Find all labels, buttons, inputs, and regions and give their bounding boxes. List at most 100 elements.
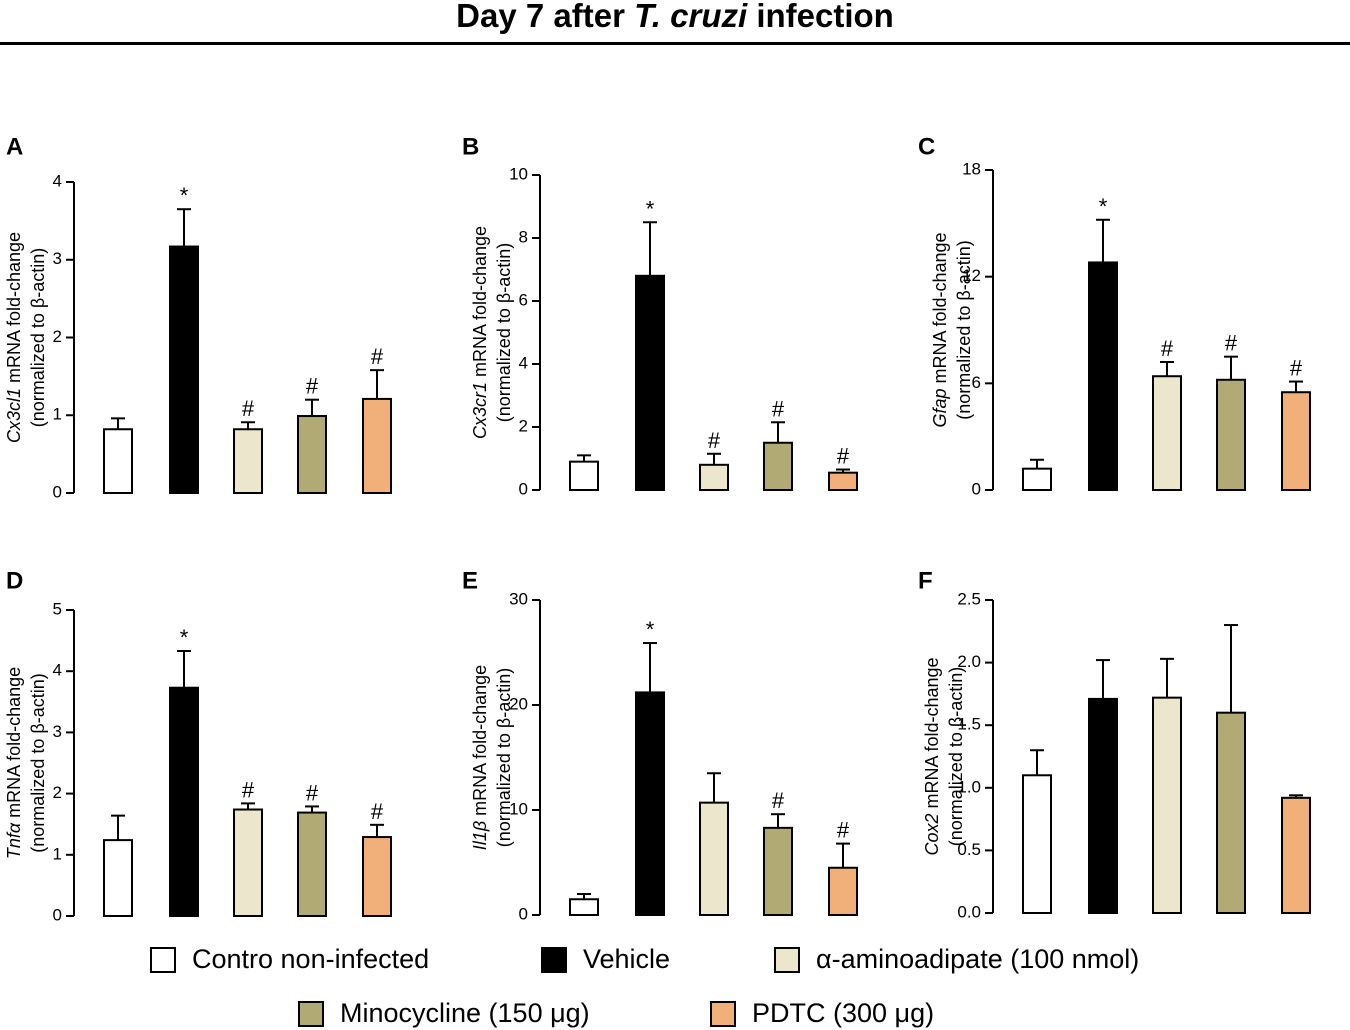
panel-c-sig-pdtc: # (1290, 356, 1303, 381)
panel-b-bar-vehicle (635, 274, 665, 491)
panel-a-ylabel-rest: mRNA fold-change (4, 232, 24, 388)
panel-f-letter: F (918, 567, 933, 594)
panel-b-bar-aminoadipate (699, 463, 729, 491)
legend-swatch-pdtc (710, 1000, 736, 1027)
panel-a-sig-aminoadipate: # (242, 396, 255, 421)
panel-b-sig-vehicle: * (646, 196, 655, 221)
panel-b-bar-minocycline (763, 441, 793, 491)
figure-title-pre: Day 7 after (456, 0, 635, 34)
panel-d-bar-vehicle (169, 686, 199, 917)
panel-a-ytick-label: 4 (53, 171, 62, 190)
panel-a-sig-vehicle: * (180, 183, 189, 208)
legend-item-aminoadipate: α-aminoadipate (100 nmol) (774, 944, 1139, 975)
panel-e-bar-vehicle (635, 691, 665, 917)
panel-c-bar-pdtc (1281, 391, 1311, 492)
panel-d-ylabel-line2: (normalized to β-actin) (28, 673, 48, 852)
panel-f-ytick-label: 0.0 (957, 902, 981, 921)
panel-c-ylabel-line2: (normalized to β-actin) (954, 240, 974, 419)
legend-label-pdtc: PDTC (300 μg) (752, 998, 935, 1028)
panel-e-ylabel-rest: mRNA fold-change (470, 665, 490, 821)
panel-a-sig-pdtc: # (371, 344, 384, 369)
panel-f-bar-vehicle (1088, 697, 1118, 915)
panel-b-bar-control (569, 460, 599, 491)
figure-title-organism: T. cruzi (634, 0, 748, 34)
panel-d-bar-minocycline (297, 811, 327, 918)
panel-e-gene-name: Il1β (470, 821, 490, 850)
panel-c-ylabel-rest: mRNA fold-change (930, 232, 950, 388)
figure-header: Day 7 after T. cruzi infection (0, 0, 1350, 46)
panel-b-ytick-label: 8 (519, 227, 528, 246)
panel-b-ylabel: Cx3cr1 mRNA fold-change (470, 226, 490, 439)
panel-c-bar-aminoadipate (1152, 375, 1182, 492)
panel-e-ylabel: Il1β mRNA fold-change (470, 665, 490, 850)
legend-item-vehicle: Vehicle (541, 944, 670, 975)
panel-f-bar-pdtc (1281, 796, 1311, 914)
panel-d-ylabel-rest: mRNA fold-change (4, 667, 24, 823)
panel-e-ytick-label: 30 (509, 589, 528, 608)
panel-f-ylabel-line2: (normalized to β-actin) (946, 667, 966, 846)
panel-d-gene-name: Tnfα (4, 822, 24, 859)
panel-d-ytick-label: 2 (53, 783, 62, 802)
figure-title-post: infection (747, 0, 894, 34)
legend: Contro non-infected Vehicle α-aminoadipa… (0, 938, 1350, 1030)
panel-e-sig-vehicle: * (646, 617, 655, 642)
legend-swatch-vehicle (541, 946, 567, 973)
panel-e-bar-control (569, 898, 599, 916)
panel-d-bar-aminoadipate (233, 808, 263, 918)
panel-a-ylabel: Cx3cl1 mRNA fold-change (4, 232, 24, 443)
legend-label-minocycline: Minocycline (150 μg) (340, 998, 590, 1028)
panel-d-sig-pdtc: # (371, 799, 384, 824)
panel-b-ytick-label: 10 (509, 164, 528, 183)
panel-f-ylabel-rest: mRNA fold-change (922, 657, 942, 813)
panel-a-letter: A (6, 133, 23, 160)
panel-c-ylabel: Gfap mRNA fold-change (930, 232, 950, 427)
panel-f-ytick-label: 0.5 (957, 840, 981, 859)
panel-e-bar-minocycline (763, 826, 793, 916)
panel-c-ytick-label: 0 (972, 479, 981, 498)
panel-d-letter: D (6, 567, 23, 594)
panel-b-ylabel-line2: (normalized to β-actin) (494, 243, 514, 422)
panel-d-ylabel: Tnfα mRNA fold-change (4, 667, 24, 859)
panel-e-bar-pdtc (828, 866, 858, 916)
panel-d-ytick-label: 4 (53, 661, 62, 680)
panel-b-gene-name: Cx3cr1 (470, 382, 490, 439)
panel-e-sig-pdtc: # (837, 818, 850, 843)
legend-label-vehicle: Vehicle (583, 944, 671, 974)
panel-c-ytick-label: 12 (962, 266, 981, 285)
panel-d-ytick-label: 0 (53, 905, 62, 924)
panel-c-letter: C (918, 133, 935, 160)
panel-e-ytick-label: 0 (519, 904, 528, 923)
panel-a-ylabel-line2: (normalized to β-actin) (28, 248, 48, 427)
panel-c-sig-vehicle: * (1099, 194, 1108, 219)
legend-label-control: Contro non-infected (192, 944, 430, 974)
panel-f-gene-name: Cox2 (922, 814, 942, 856)
panel-f-bar-aminoadipate (1152, 696, 1182, 914)
legend-label-aminoadipate: α-aminoadipate (100 nmol) (816, 944, 1140, 974)
figure-title: Day 7 after T. cruzi infection (0, 0, 1350, 36)
panel-d-sig-vehicle: * (180, 625, 189, 650)
panel-e-ytick-label: 20 (509, 694, 528, 713)
legend-swatch-minocycline (298, 1000, 324, 1027)
panel-d-ytick-label: 5 (53, 599, 62, 618)
panel-c-sig-minocycline: # (1225, 331, 1238, 356)
panel-a-bar-control (103, 428, 133, 494)
panel-c-bar-vehicle (1088, 261, 1118, 492)
panel-a-ytick-label: 0 (53, 482, 62, 501)
panel-a-sig-minocycline: # (306, 374, 319, 399)
panel-d-ytick-label: 1 (53, 844, 62, 863)
panel-f-bar-minocycline (1216, 711, 1246, 914)
panel-f-ytick-label: 1.0 (957, 777, 981, 796)
panel-f-ytick-label: 2.0 (957, 652, 981, 671)
panel-a-bar-pdtc (362, 397, 392, 494)
panel-e-ylabel-line2: (normalized to β-actin) (494, 668, 514, 847)
legend-item-minocycline: Minocycline (150 μg) (298, 998, 590, 1029)
panel-c-gene-name: Gfap (930, 389, 950, 428)
panel-d-sig-minocycline: # (306, 780, 319, 805)
panel-b-ytick-label: 6 (519, 290, 528, 309)
panel-a-gene-name: Cx3cl1 (4, 388, 24, 443)
panel-d-sig-aminoadipate: # (242, 777, 255, 802)
panel-a-bar-aminoadipate (233, 428, 263, 494)
panel-f-ylabel: Cox2 mRNA fold-change (922, 657, 942, 855)
panel-d-bar-pdtc (362, 836, 392, 917)
panel-d-bar-control (103, 839, 133, 917)
